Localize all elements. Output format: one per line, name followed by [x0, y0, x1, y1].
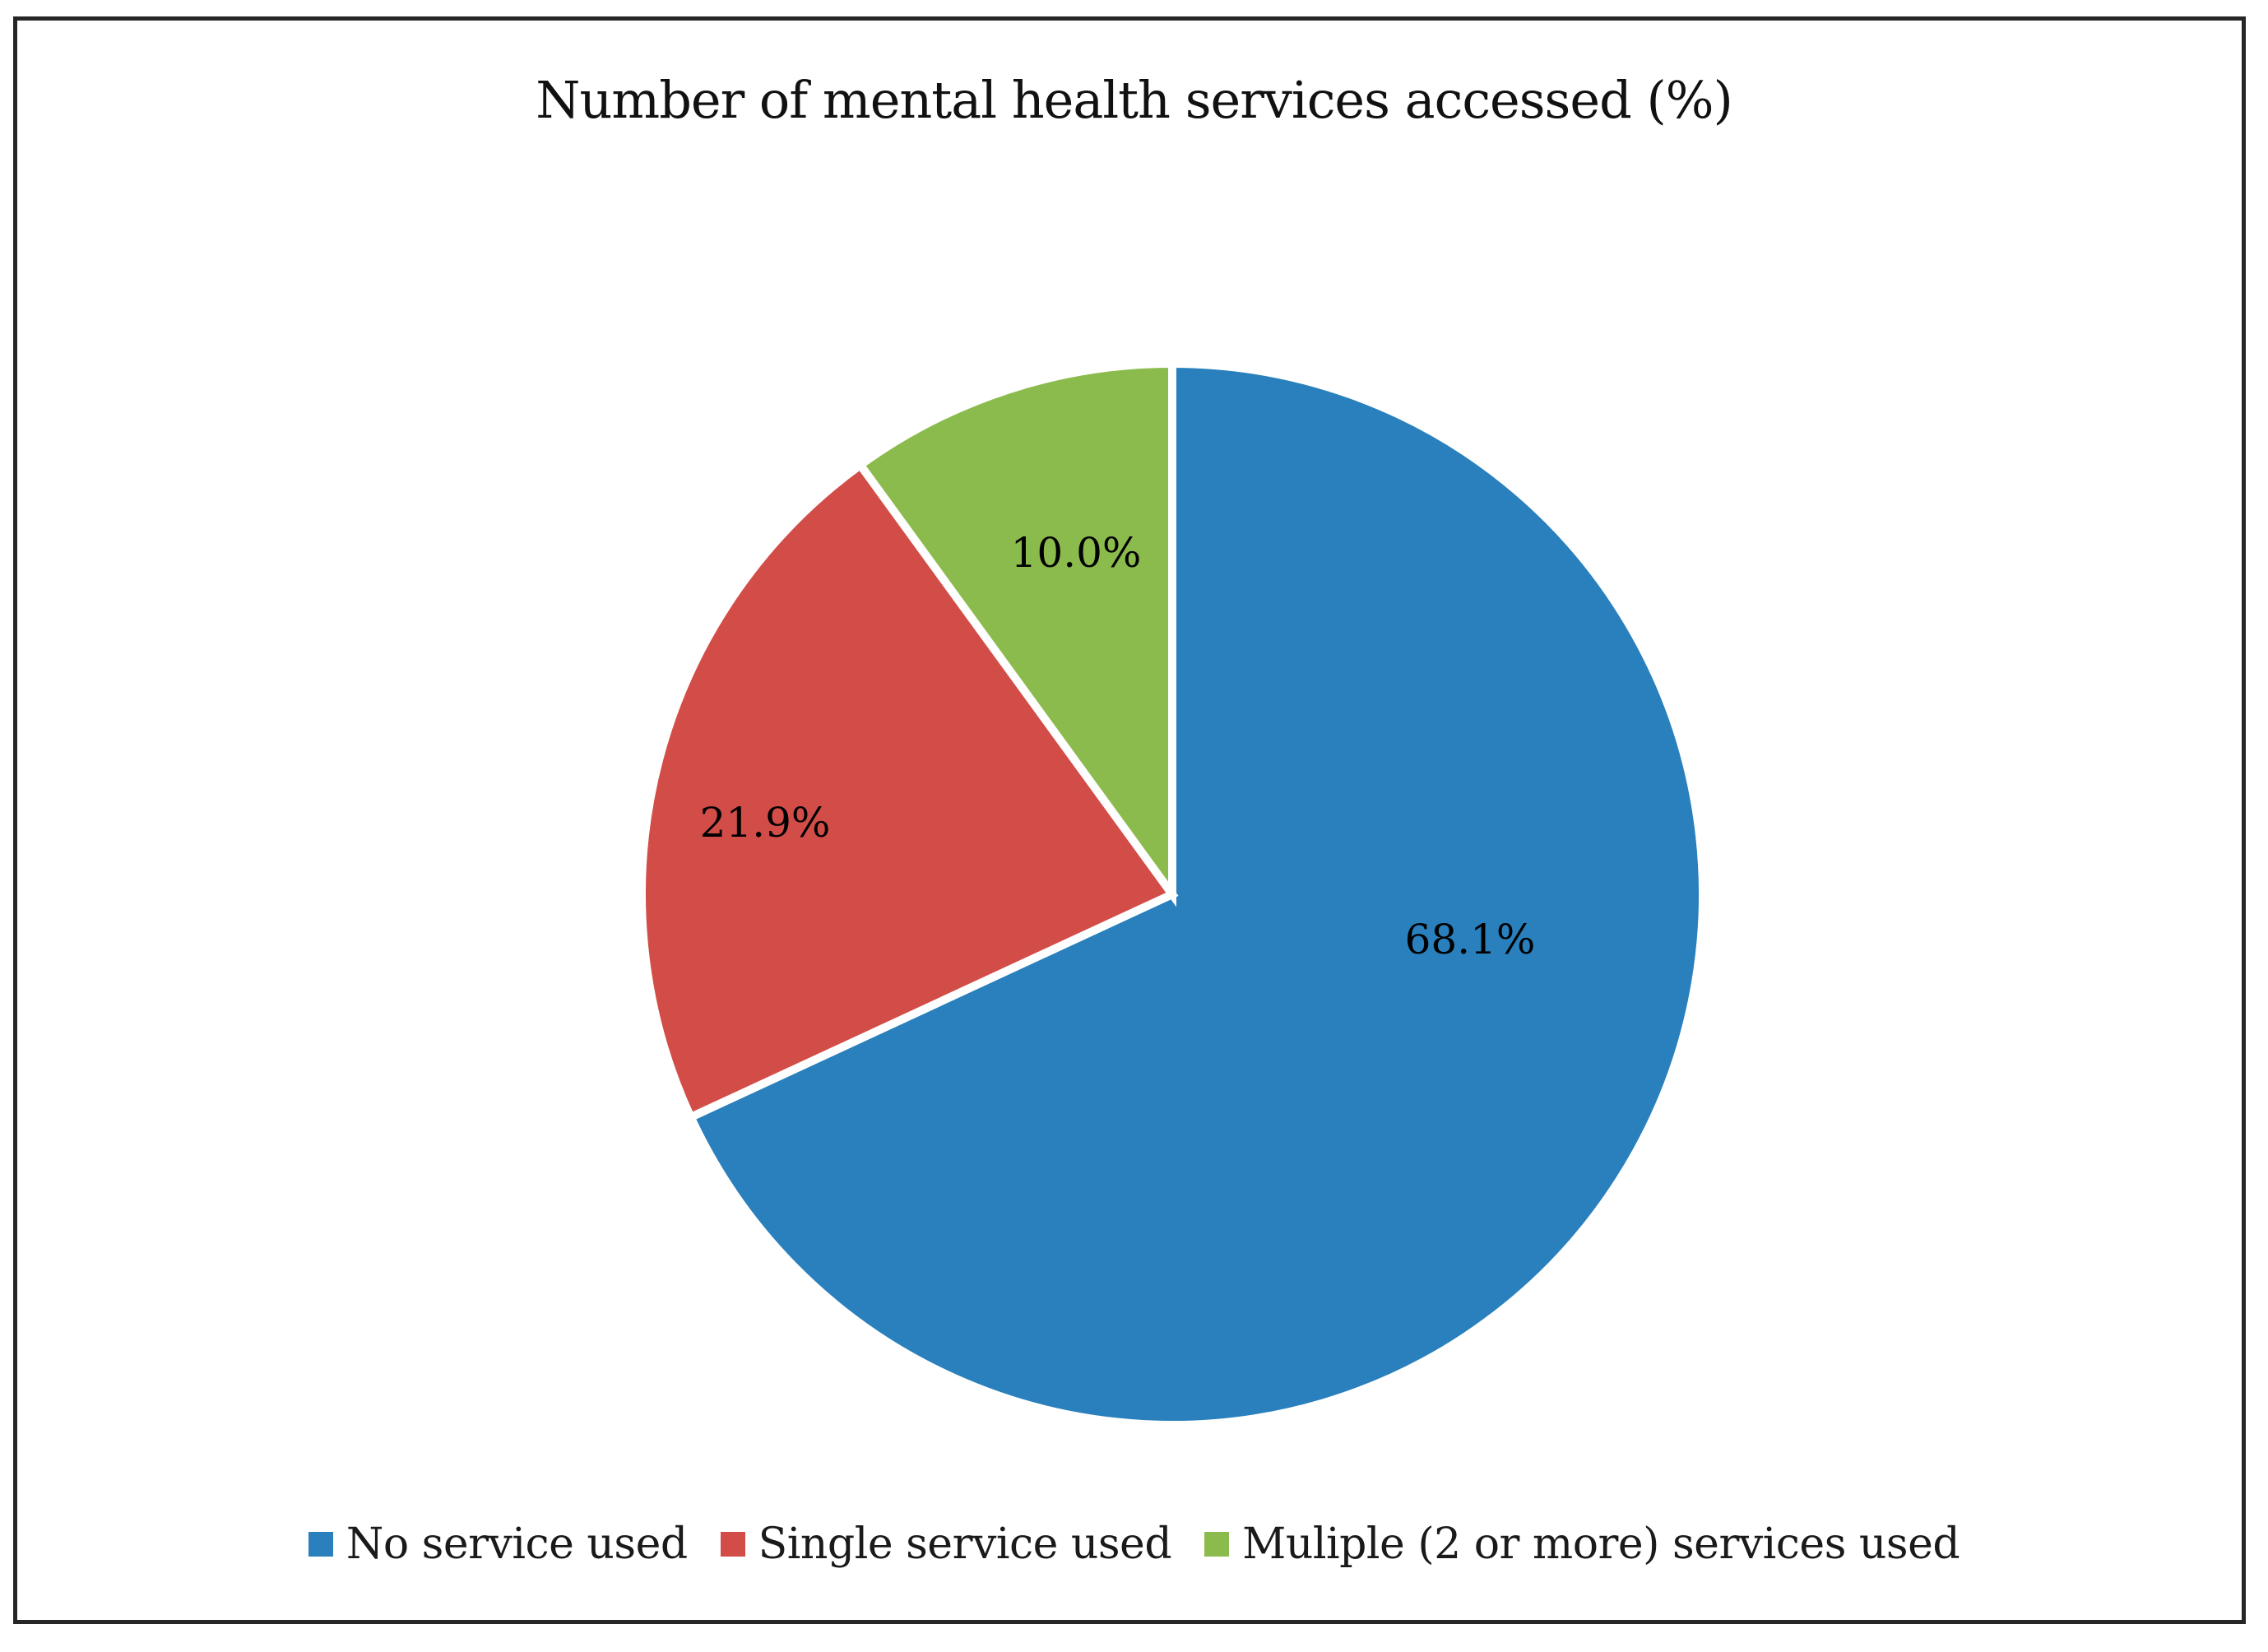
data-label-single-service-used: 21.9%	[699, 799, 831, 847]
legend-swatch-icon	[720, 1532, 745, 1557]
pie-slice-muliple-2-or-more-services-used	[854, 359, 1176, 907]
legend-item-single-service-used: Single service used	[720, 1520, 1172, 1569]
legend-item-no-service-used: No service used	[308, 1520, 688, 1569]
legend-item-multiple-services-used: Muliple (2 or more) services used	[1204, 1520, 1960, 1569]
legend: No service used Single service used Muli…	[0, 1512, 2268, 1576]
legend-label: Muliple (2 or more) services used	[1242, 1520, 1960, 1569]
legend-swatch-icon	[308, 1532, 333, 1557]
pie-slice-no-service-used	[685, 359, 1707, 1429]
legend-label: No service used	[346, 1520, 688, 1569]
legend-label: Single service used	[758, 1520, 1172, 1569]
pie-slice-single-service-used	[638, 459, 1179, 1123]
data-label-multiple-services-used: 10.0%	[1010, 529, 1142, 577]
chart-title: Number of mental health services accesse…	[536, 70, 1733, 130]
data-label-no-service-used: 68.1%	[1404, 916, 1536, 963]
legend-swatch-icon	[1204, 1532, 1230, 1557]
